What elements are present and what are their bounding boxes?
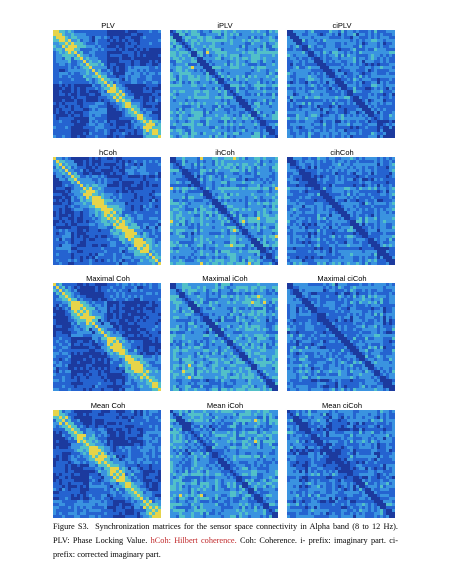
heatmap-cells: [170, 30, 278, 138]
panel: iPLV: [170, 21, 280, 138]
heatmap-cells: [53, 30, 161, 138]
caption-label: Figure S3.: [53, 522, 89, 531]
heatmap-cells: [170, 410, 278, 518]
heatmap: [170, 30, 278, 138]
heatmap-cells: [170, 157, 278, 265]
heatmap: [53, 410, 161, 518]
panel-title: Mean iCoh: [206, 401, 244, 410]
heatmap-cells: [287, 410, 392, 515]
heatmap-cells: [287, 157, 395, 265]
heatmap-cells: [53, 30, 161, 138]
panel: PLV: [53, 21, 163, 138]
panel: ciPLV: [287, 21, 397, 138]
heatmap-cells: [170, 410, 278, 518]
panel-title: cihCoh: [330, 148, 354, 157]
heatmap: [287, 30, 395, 138]
heatmap-cells: [170, 157, 278, 265]
heatmap-cells: [53, 157, 161, 265]
heatmap-cells: [287, 30, 395, 138]
heatmap-cells: [53, 410, 161, 518]
heatmap-cells: [170, 30, 278, 138]
caption-text: Synchronization matrices for the sensor …: [53, 522, 398, 545]
heatmap-cells: [53, 283, 161, 391]
heatmap-cells: [53, 157, 161, 265]
panel-title: Maximal ciCoh: [317, 274, 367, 283]
heatmap-cells: [53, 30, 161, 138]
heatmap-cells: [53, 283, 161, 391]
heatmap-cells: [170, 30, 278, 138]
caption-highlight: hCoh: Hilbert coherence.: [150, 536, 237, 545]
heatmap: [287, 410, 395, 518]
panel: hCoh: [53, 148, 163, 265]
caption-rest: Coh: Coherence. i- prefix: imaginary par…: [53, 536, 398, 559]
panel-title: hCoh: [99, 148, 117, 157]
heatmap-cells: [53, 410, 161, 518]
heatmap-cells: [53, 30, 161, 138]
panel: ihCoh: [170, 148, 280, 265]
heatmap-cells: [287, 283, 395, 391]
heatmap: [53, 30, 161, 138]
heatmap-cells: [170, 283, 278, 391]
panel: Mean ciCoh: [287, 401, 397, 518]
heatmap: [287, 157, 395, 265]
panel-title: Maximal Coh: [86, 274, 130, 283]
panel: Mean Coh: [53, 401, 163, 518]
panel: Mean iCoh: [170, 401, 280, 518]
heatmap-cells: [53, 157, 161, 265]
heatmap-cells: [287, 410, 395, 518]
heatmap: [170, 283, 278, 391]
panel: Maximal ciCoh: [287, 274, 397, 391]
heatmap: [53, 283, 161, 391]
heatmap-cells: [287, 30, 395, 138]
heatmap: [287, 283, 395, 391]
panel: cihCoh: [287, 148, 397, 265]
panel-title: Mean Coh: [90, 401, 126, 410]
panel-title: ihCoh: [215, 148, 235, 157]
heatmap-cells: [287, 30, 395, 138]
heatmap-cells: [53, 283, 161, 391]
panel-title: Maximal iCoh: [202, 274, 248, 283]
heatmap-cells: [287, 410, 395, 518]
heatmap-cells: [191, 51, 209, 69]
heatmap-cells: [53, 410, 161, 518]
panel-title: PLV: [101, 21, 115, 30]
panel: Maximal Coh: [53, 274, 163, 391]
panel-title: iPLV: [217, 21, 233, 30]
caption: Figure S3. Synchronization matrices for …: [53, 520, 398, 562]
heatmap-cells: [170, 283, 278, 391]
heatmap-cells: [53, 283, 161, 391]
heatmap: [170, 410, 278, 518]
heatmap-cells: [53, 410, 161, 518]
panel-title: Mean ciCoh: [321, 401, 363, 410]
panel: Maximal iCoh: [170, 274, 280, 391]
heatmap: [170, 157, 278, 265]
panel-title: ciPLV: [332, 21, 352, 30]
heatmap-cells: [170, 157, 278, 265]
heatmap: [53, 157, 161, 265]
heatmap-cells: [287, 283, 395, 391]
heatmap-cells: [287, 157, 395, 265]
